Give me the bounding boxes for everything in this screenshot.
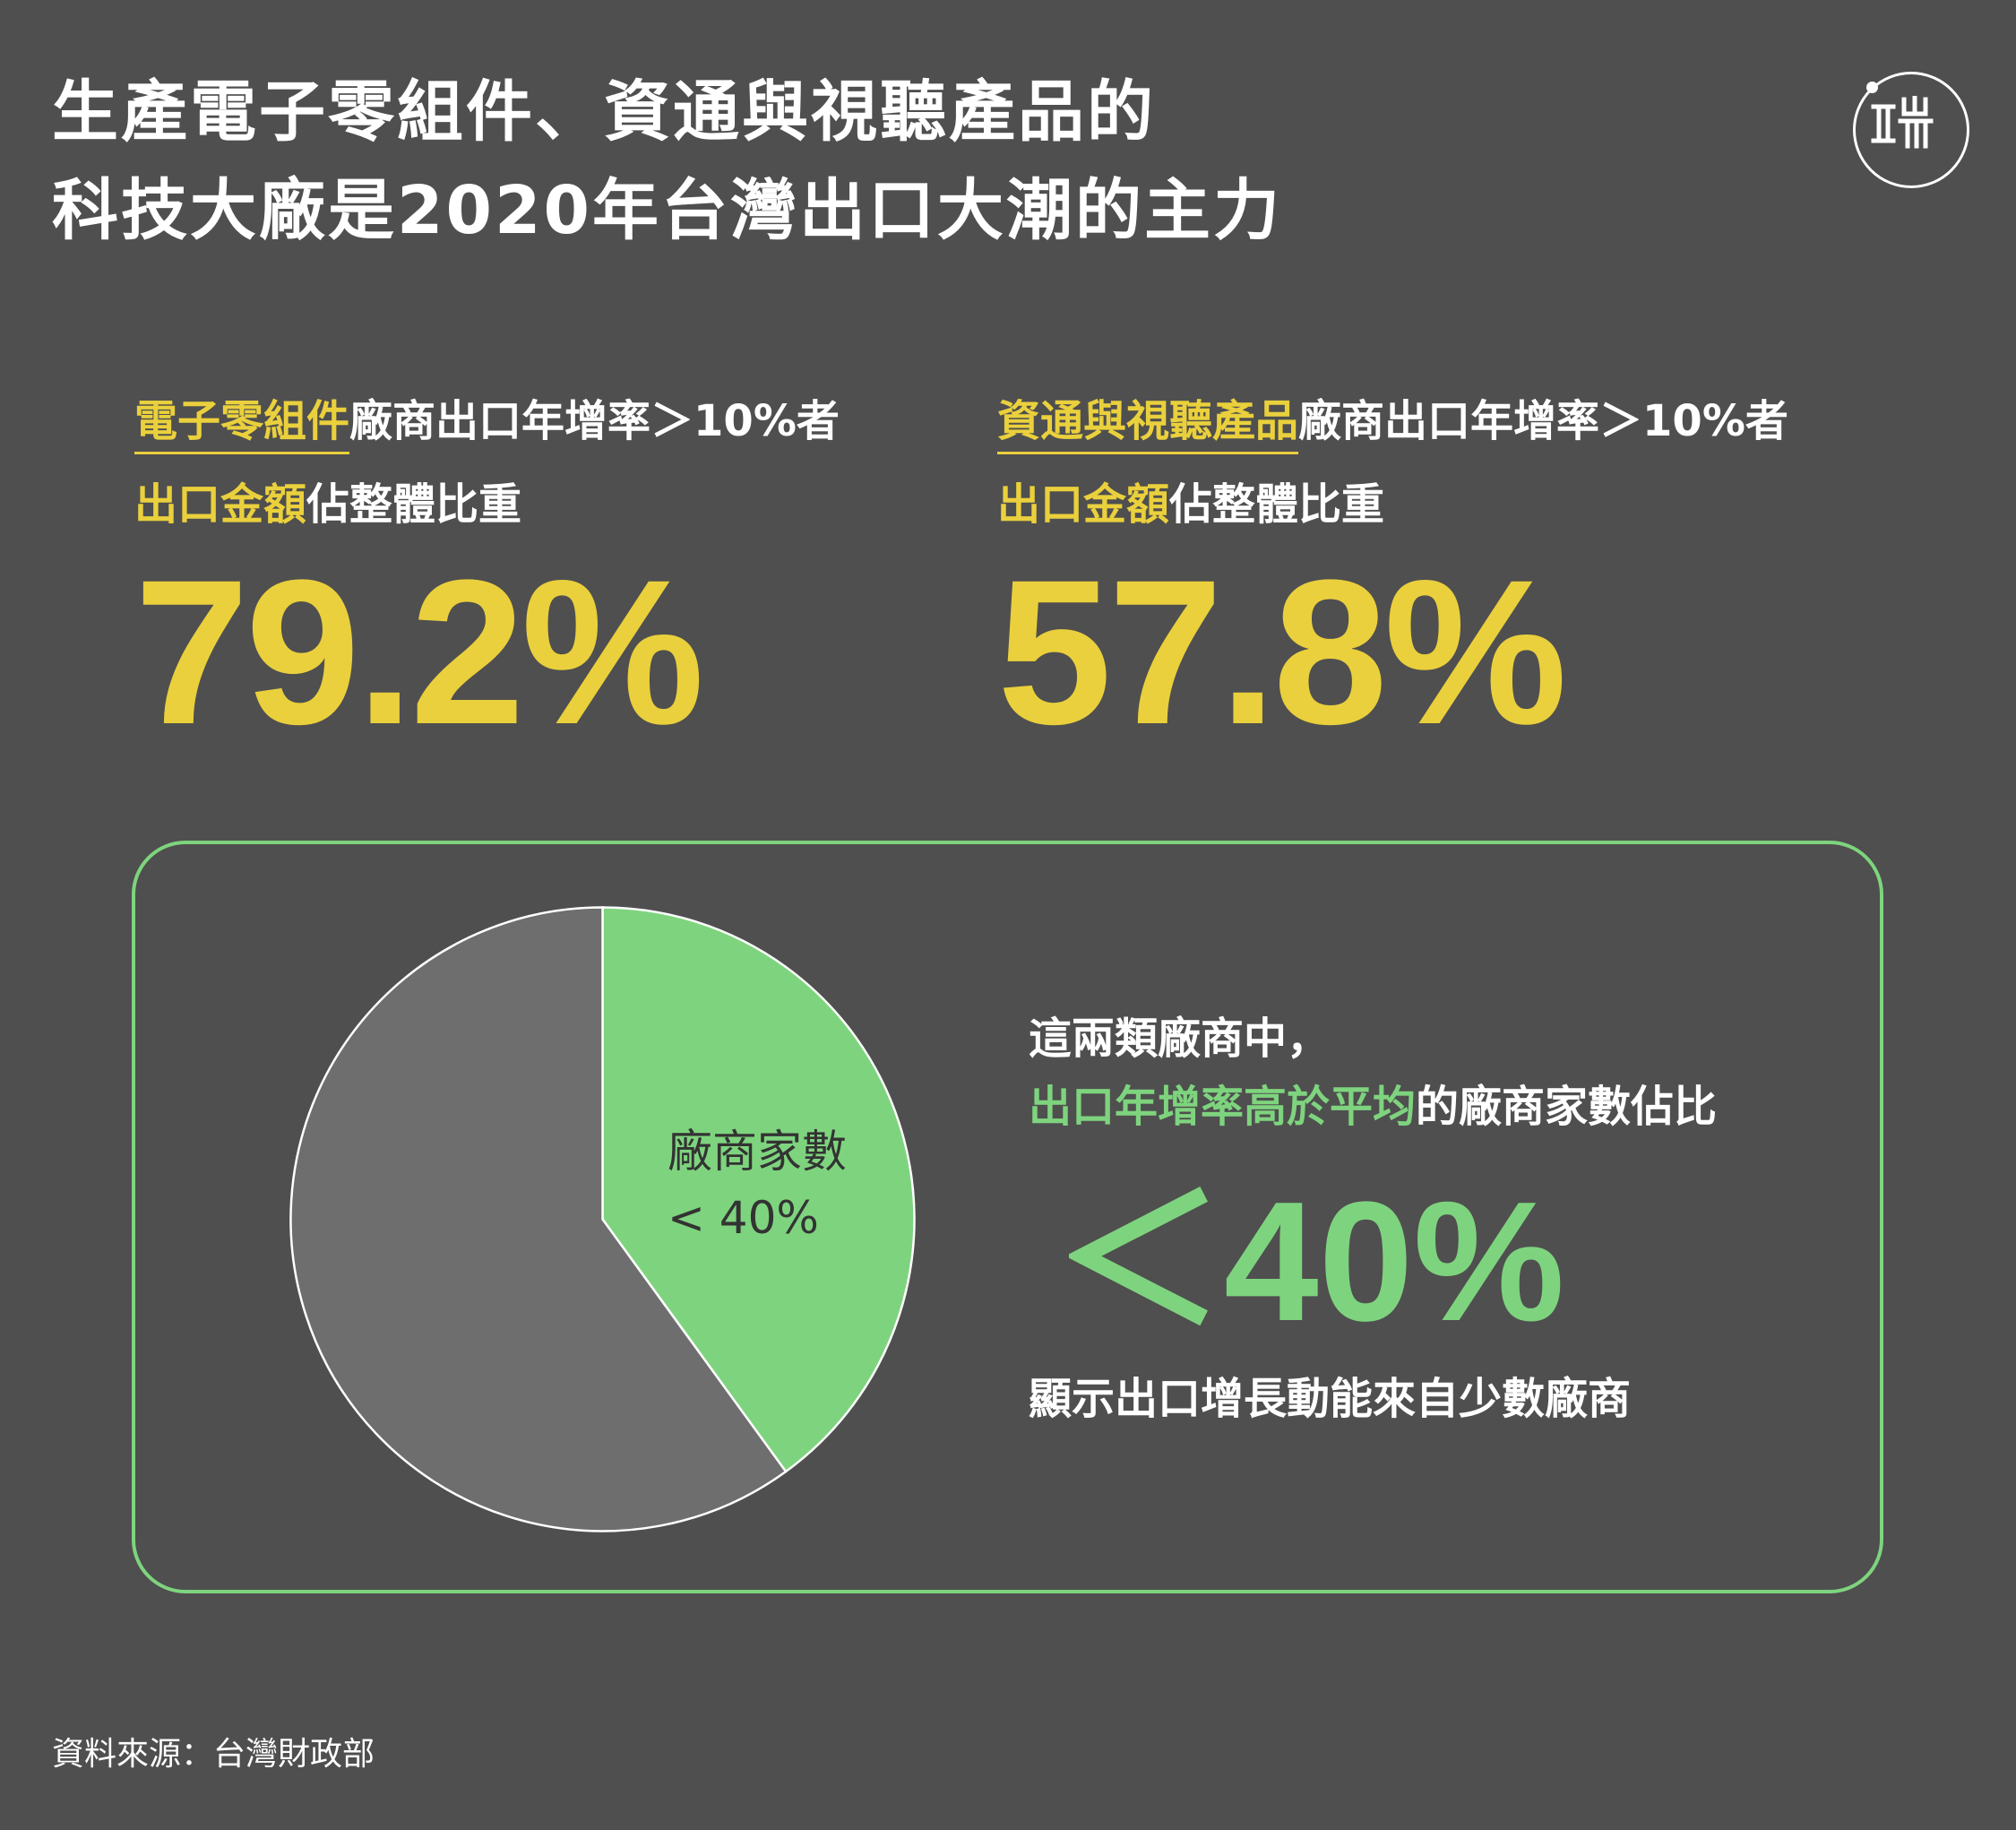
logo-mark (1868, 95, 1951, 154)
stat-electronics-line-2: 出口金額佔整體比重 (134, 478, 840, 531)
stat-ict-av-line-2: 出口金額佔整體比重 (997, 478, 1788, 531)
panel-big-value: ＜40% (1054, 1167, 1565, 1357)
stat-electronics-rest: 廠商出口年增率＞10%者 (349, 396, 840, 446)
stat-ict-av-line-1: 資通與視聽產品廠商出口年增率＞10%者 (997, 394, 1788, 454)
summary-panel (132, 841, 1883, 1593)
page-title: 生產電子零組件、資通與視聽產品的 科技大廠是2020年台灣出口大潮的主力 (52, 63, 1282, 260)
panel-description: 這兩類廠商中， 出口年增率高於平均的廠商家數佔比 ＜40% 顯示出口增長動能來自… (1029, 1011, 1717, 1427)
stat-ict-av: 資通與視聽產品廠商出口年增率＞10%者 出口金額佔整體比重 57.8% (997, 394, 1788, 755)
stat-ict-av-rest: 廠商出口年增率＞10%者 (1298, 396, 1788, 446)
pie-slice-label: 廠商家數 < 40% (668, 1118, 847, 1251)
stat-ict-av-line2-rest: 佔整體比重 (1169, 479, 1385, 530)
stat-electronics-line-1: 電子零組件廠商出口年增率＞10%者 (134, 394, 840, 454)
logo-dot (1866, 82, 1878, 93)
pie-chart (289, 906, 916, 1532)
stat-ict-av-value: 57.8% (997, 537, 1567, 767)
pie-slice-label-line-1: 廠商家數 (668, 1126, 847, 1178)
stat-ict-av-highlight: 資通與視聽產品 (997, 394, 1299, 454)
panel-line-3: 顯示出口增長動能來自少數廠商 (1029, 1374, 1632, 1424)
stat-electronics-line2-rest: 佔整體比重 (306, 479, 522, 530)
stat-ict-av-line2-highlight: 出口金額 (997, 479, 1170, 530)
stat-electronics-value: 79.2% (134, 537, 704, 767)
pie-slice-under-40pct (601, 906, 916, 1473)
stat-electronics-line2-highlight: 出口金額 (134, 479, 307, 530)
pie-slice-label-line-2: < 40% (668, 1192, 819, 1244)
panel-line-1: 這兩類廠商中， (1029, 1014, 1331, 1064)
title-line-1: 生產電子零組件、資通與視聽產品的 (52, 73, 1156, 151)
source-note: 資料來源：台灣財政部 (52, 1736, 375, 1773)
logo-glyph-icon (1871, 95, 1934, 149)
panel-line-2: 出口年增率高於平均的廠商家數佔比 (1029, 1079, 1717, 1135)
title-line-2: 科技大廠是2020年台灣出口大潮的主力 (52, 172, 1282, 249)
panel-line-2-highlight: 出口年增率高於平均 (1029, 1082, 1417, 1132)
panel-line-2-rest: 的廠商家數佔比 (1416, 1082, 1718, 1132)
theinitium-logo-icon (1853, 72, 1969, 188)
stat-electronics-highlight: 電子零組件 (134, 394, 350, 454)
stat-electronics: 電子零組件廠商出口年增率＞10%者 出口金額佔整體比重 79.2% (134, 394, 840, 755)
pie-slice-remainder (289, 906, 788, 1532)
